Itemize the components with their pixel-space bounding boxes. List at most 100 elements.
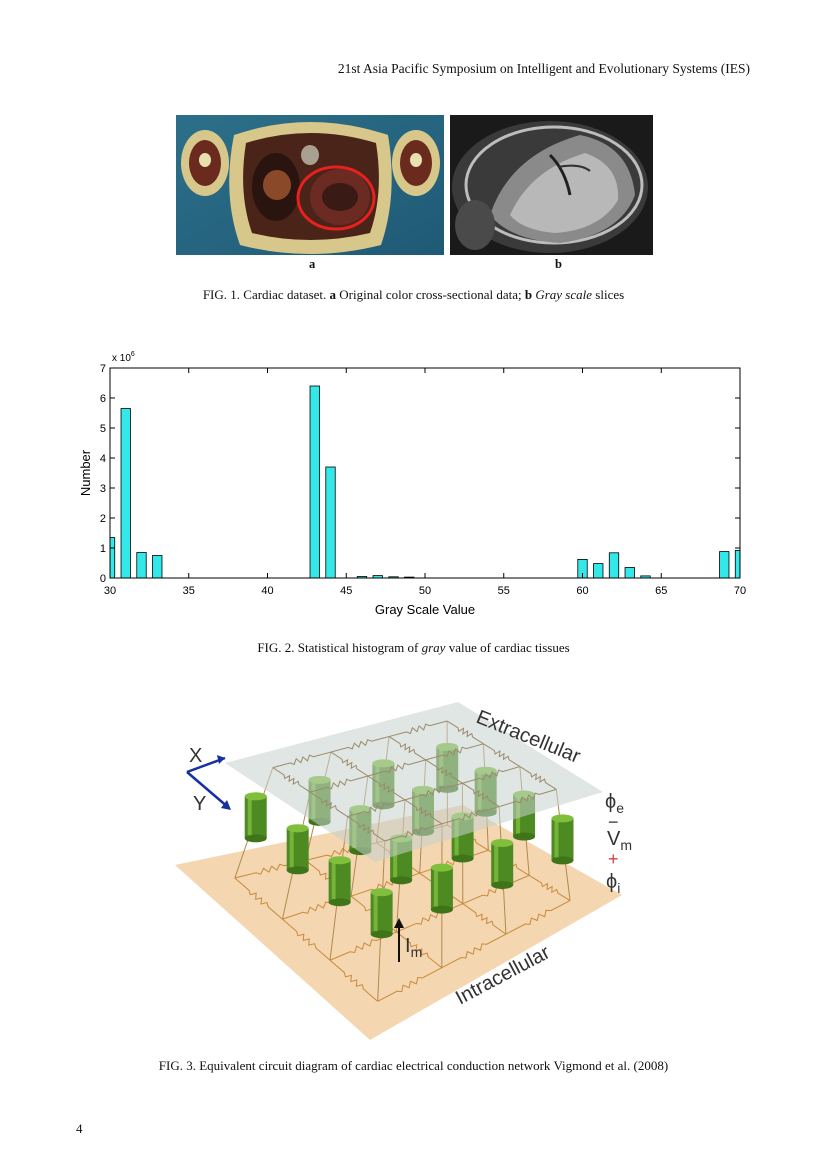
histogram-bar bbox=[608, 552, 620, 579]
resistor bbox=[329, 931, 397, 961]
caption-2-prefix: FIG. 2. Statistical histogram of bbox=[257, 640, 422, 655]
vm-label: Vm bbox=[607, 828, 632, 853]
resistor bbox=[519, 766, 557, 790]
resistor bbox=[234, 859, 306, 879]
histogram-bar bbox=[325, 466, 336, 579]
figure-2: 30 35 40 45 50 55 60 65 70 0 1 2 3 4 5 6 7 x 106 Gray Sc… bbox=[70, 345, 760, 625]
resistor bbox=[367, 775, 406, 801]
membrane-cylinder bbox=[328, 856, 351, 907]
caption-1-b-italic: Gray scale bbox=[535, 287, 593, 302]
resistor bbox=[446, 720, 484, 745]
histogram-bar bbox=[734, 549, 741, 579]
histogram-bar bbox=[719, 551, 730, 579]
page-number: 4 bbox=[76, 1121, 83, 1136]
resistor bbox=[528, 874, 571, 901]
resistor bbox=[505, 900, 571, 935]
caption-1-b-letter: b bbox=[524, 287, 533, 302]
y-tick-label: 7 bbox=[100, 363, 106, 375]
histogram-bars bbox=[109, 385, 741, 579]
histogram-bar bbox=[136, 552, 147, 579]
caption-1-b-text: slices bbox=[592, 287, 625, 302]
y-tick-label: 1 bbox=[100, 543, 106, 555]
resistor bbox=[347, 816, 386, 842]
caption-1-a-text: Original color cross-sectional data; bbox=[336, 287, 525, 302]
resistor bbox=[404, 782, 463, 801]
y-tick-label: 0 bbox=[100, 573, 106, 585]
x-tick-label: 65 bbox=[655, 585, 667, 597]
resistor bbox=[462, 782, 500, 807]
resistor bbox=[384, 823, 443, 842]
resistor bbox=[234, 877, 283, 920]
y-tick-label: 4 bbox=[100, 453, 106, 465]
figure-3: Extracellular Intracellular X Y ϕe − Vm … bbox=[175, 700, 655, 1045]
gray-scale-slice-image bbox=[450, 115, 653, 255]
resistor bbox=[396, 931, 443, 969]
membrane-cylinder bbox=[370, 888, 393, 939]
x-tick-label: 40 bbox=[261, 585, 273, 597]
phi-i-label: ϕi bbox=[606, 871, 620, 896]
panel-a-label: a bbox=[309, 257, 316, 271]
plus-sign: + bbox=[608, 849, 619, 869]
histogram-bar bbox=[309, 385, 320, 579]
running-header: 21st Asia Pacific Symposium on Intellige… bbox=[337, 61, 750, 76]
membrane-cylinder bbox=[551, 814, 574, 865]
membrane-cylinder bbox=[244, 792, 267, 843]
resistor bbox=[441, 806, 500, 825]
figure-2-caption: FIG. 2. Statistical histogram of gray va… bbox=[0, 640, 827, 656]
y-axis-label: Number bbox=[78, 449, 93, 496]
histogram-bar bbox=[120, 408, 131, 579]
y-tick-label: 3 bbox=[100, 483, 106, 495]
resistor bbox=[330, 736, 390, 753]
circuit-diagram: Extracellular Intracellular X Y ϕe − Vm … bbox=[175, 702, 632, 1040]
resistor bbox=[441, 933, 507, 969]
resistor bbox=[425, 743, 484, 761]
resistor bbox=[498, 788, 557, 808]
panel-b-label: b bbox=[555, 257, 562, 271]
histogram-bar bbox=[109, 537, 116, 579]
resistor bbox=[483, 743, 521, 768]
resistor bbox=[367, 759, 426, 777]
resistor bbox=[272, 767, 311, 793]
histogram-bar bbox=[624, 567, 635, 579]
x-axis-letter: X bbox=[189, 745, 202, 767]
phi-e-label: ϕe bbox=[605, 791, 624, 816]
resistor bbox=[388, 736, 426, 761]
resistor bbox=[310, 775, 369, 793]
resistor bbox=[462, 903, 507, 935]
y-tick-label: 5 bbox=[100, 423, 106, 435]
caption-1-prefix: FIG. 1. Cardiac dataset. bbox=[202, 287, 330, 302]
figure-3-caption: FIG. 3. Equivalent circuit diagram of ca… bbox=[158, 1058, 669, 1073]
figure-1-caption: FIG. 1. Cardiac dataset. a Original colo… bbox=[0, 287, 827, 303]
x-tick-label: 45 bbox=[340, 585, 352, 597]
resistor bbox=[309, 791, 348, 817]
resistor bbox=[282, 895, 352, 920]
y-tick-label: 6 bbox=[100, 393, 106, 405]
resistor bbox=[425, 759, 463, 784]
membrane-cylinder bbox=[430, 863, 453, 914]
resistor bbox=[272, 751, 332, 769]
histogram-bar bbox=[593, 563, 604, 579]
x-tick-label: 30 bbox=[104, 585, 116, 597]
resistor bbox=[404, 799, 443, 825]
current-arrow bbox=[394, 918, 404, 962]
resistor bbox=[377, 967, 443, 1002]
x-tick-label: 60 bbox=[576, 585, 588, 597]
resistor bbox=[388, 720, 448, 738]
resistor bbox=[282, 918, 331, 961]
y-multiplier: x 106 bbox=[112, 351, 135, 364]
minus-sign: − bbox=[608, 812, 619, 832]
membrane-cylinder bbox=[491, 838, 514, 889]
x-tick-label: 50 bbox=[419, 585, 431, 597]
x-tick-label: 70 bbox=[734, 585, 746, 597]
resistor bbox=[347, 799, 406, 818]
extracellular-plane bbox=[225, 702, 603, 862]
resistor bbox=[330, 751, 369, 777]
figure-1 bbox=[176, 115, 653, 255]
caption-1-a-letter: a bbox=[329, 287, 337, 302]
x-tick-label: 35 bbox=[183, 585, 195, 597]
y-axis-letter: Y bbox=[193, 793, 206, 815]
cardiac-color-cross-section-image bbox=[176, 115, 444, 255]
x-axis-label: Gray Scale Value bbox=[375, 602, 475, 617]
caption-2-suffix: value of cardiac tissues bbox=[445, 640, 570, 655]
